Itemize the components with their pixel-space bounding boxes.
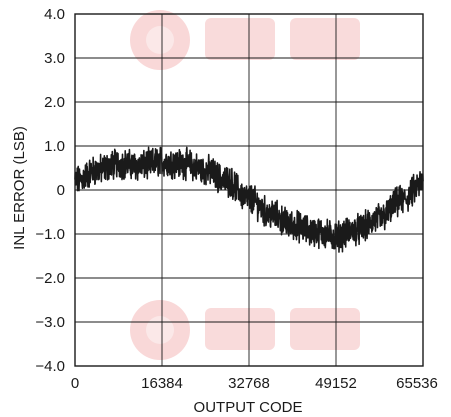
x-tick-label: 32768 (228, 375, 270, 392)
x-tick-labels: 0 16384 32768 49152 65536 (71, 375, 438, 392)
y-tick-label: 1.0 (44, 138, 65, 155)
inl-error-series-line (74, 146, 424, 253)
plot-series (74, 146, 424, 253)
y-tick-label: −3.0 (35, 314, 65, 331)
x-tick-label: 16384 (141, 375, 183, 392)
y-tick-labels: 4.0 3.0 2.0 1.0 0 −1.0 −2.0 −3.0 −4.0 (35, 6, 65, 375)
y-tick-label: 0 (57, 182, 65, 199)
y-tick-label: 4.0 (44, 6, 65, 23)
plot-frame (74, 13, 424, 367)
y-axis-label: INL ERROR (LSB) (11, 126, 28, 250)
y-tick-label: 3.0 (44, 50, 65, 67)
watermark-logo (130, 10, 360, 360)
y-tick-label: −4.0 (35, 358, 65, 375)
x-axis-label: OUTPUT CODE (194, 399, 303, 416)
x-tick-label: 49152 (315, 375, 357, 392)
x-tick-label: 65536 (396, 375, 438, 392)
x-tick-label: 0 (71, 375, 79, 392)
y-tick-label: 2.0 (44, 94, 65, 111)
y-tick-label: −2.0 (35, 270, 65, 287)
y-tick-label: −1.0 (35, 226, 65, 243)
